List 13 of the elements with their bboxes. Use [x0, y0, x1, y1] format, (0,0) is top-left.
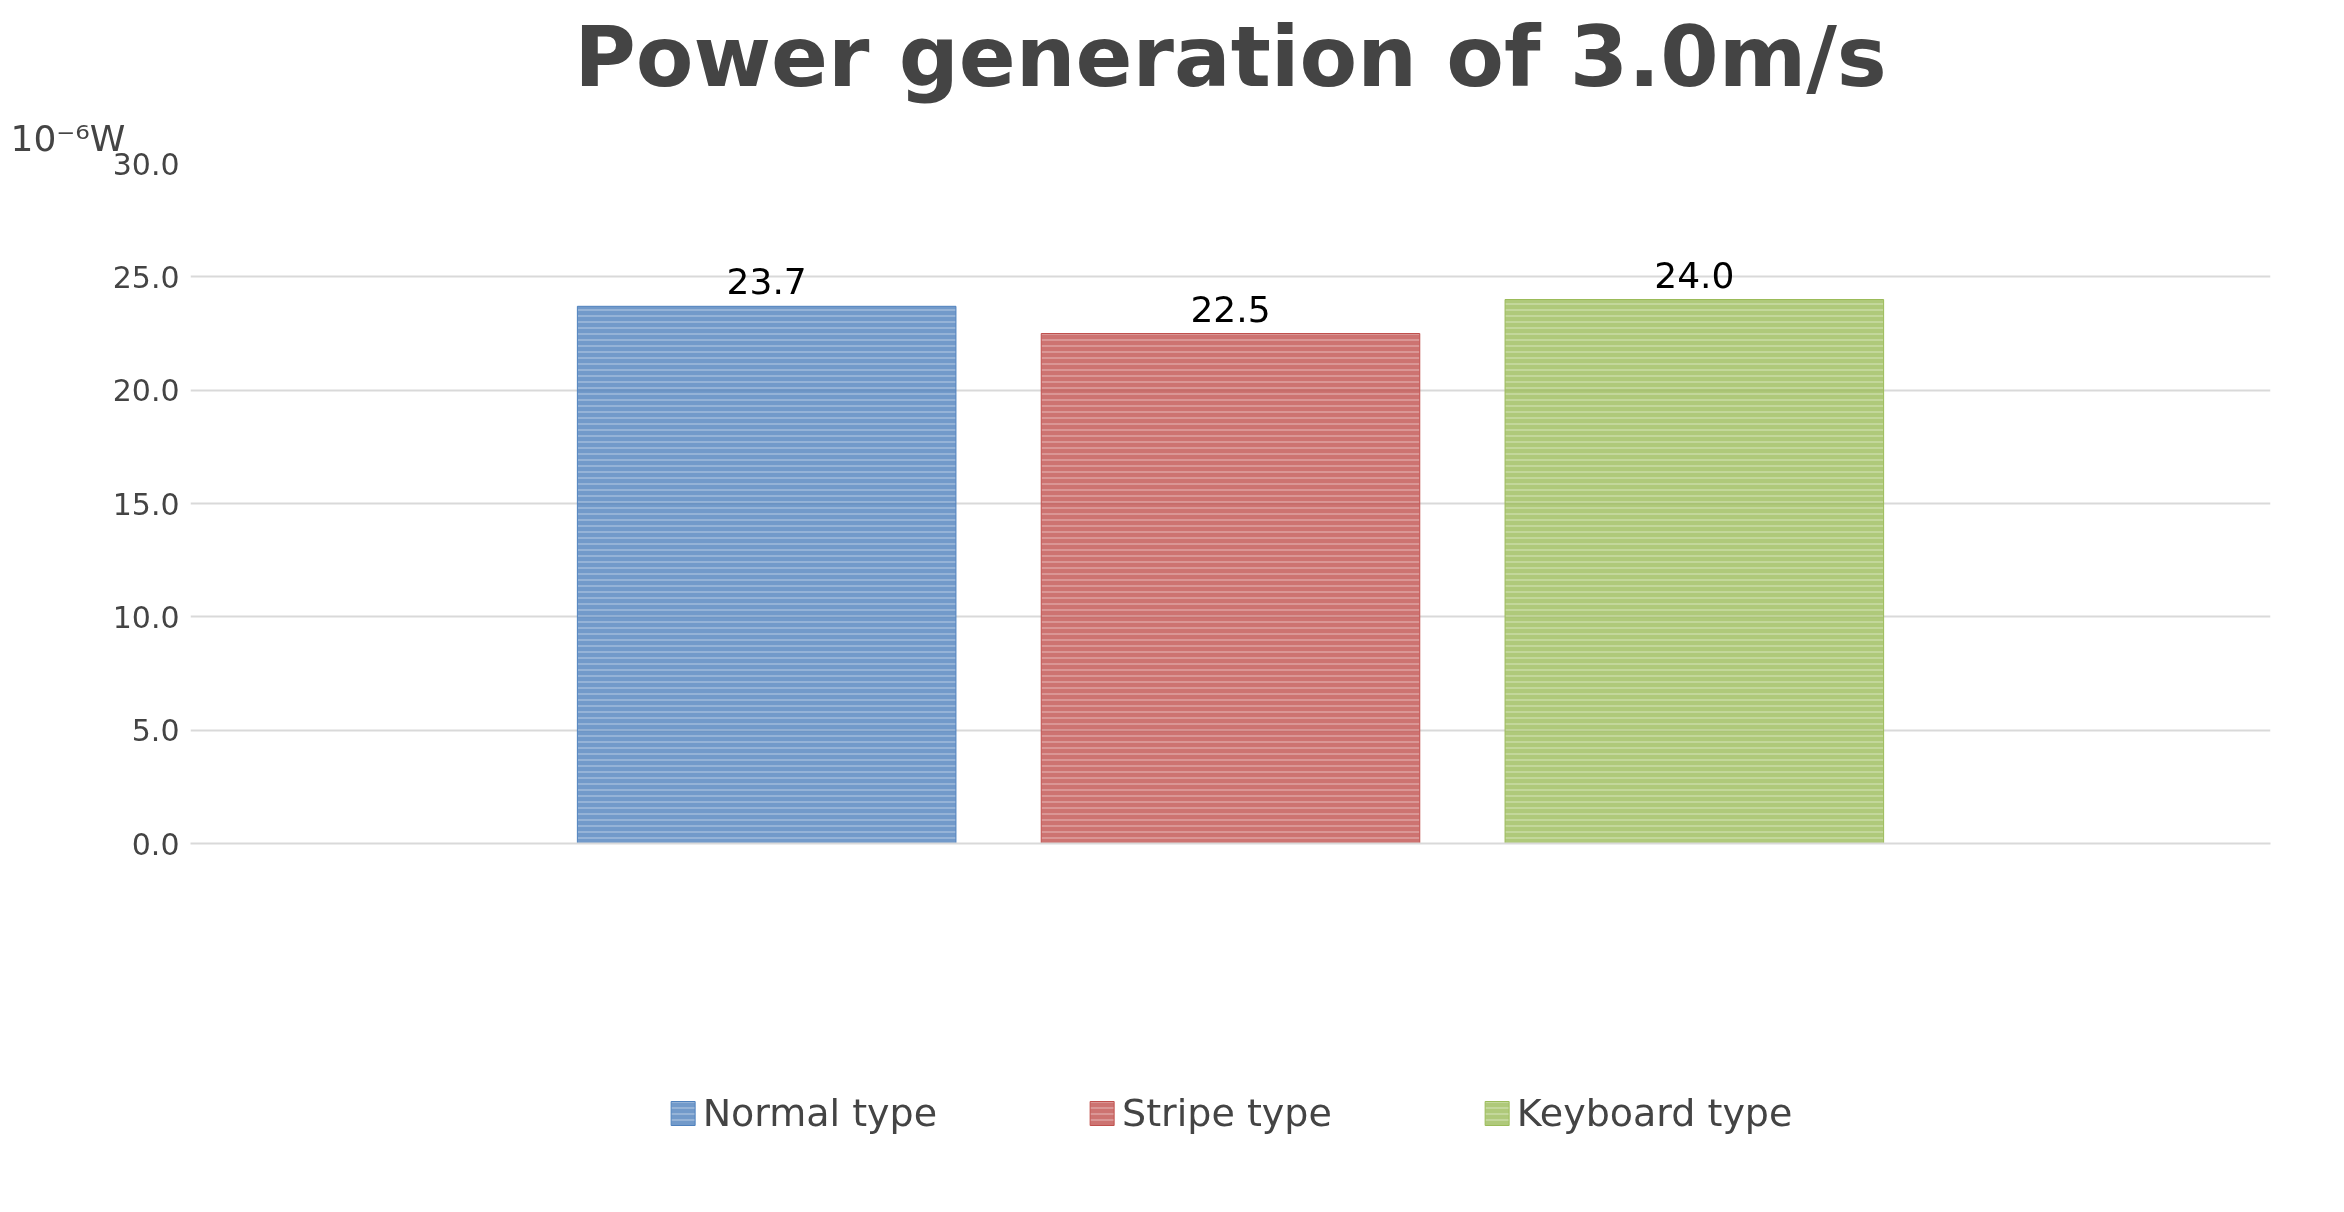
y-tick-label: 15.0 [112, 486, 180, 522]
legend-label: Normal type [702, 1091, 938, 1135]
y-tick-label: 5.0 [131, 713, 180, 749]
data-label: 24.0 [1654, 254, 1735, 296]
data-label: 23.7 [726, 261, 807, 303]
data-label: 22.5 [1190, 288, 1271, 330]
legend-label: Stripe type [1122, 1091, 1332, 1135]
chart-title: Power generation of 3.0m/s [574, 7, 1887, 106]
y-tick-label: 25.0 [112, 259, 180, 295]
legend-label: Keyboard type [1516, 1091, 1793, 1135]
y-tick-label: 10.0 [112, 599, 180, 635]
y-tick-label: 20.0 [112, 373, 180, 409]
y-tick-label: 0.0 [131, 826, 180, 862]
